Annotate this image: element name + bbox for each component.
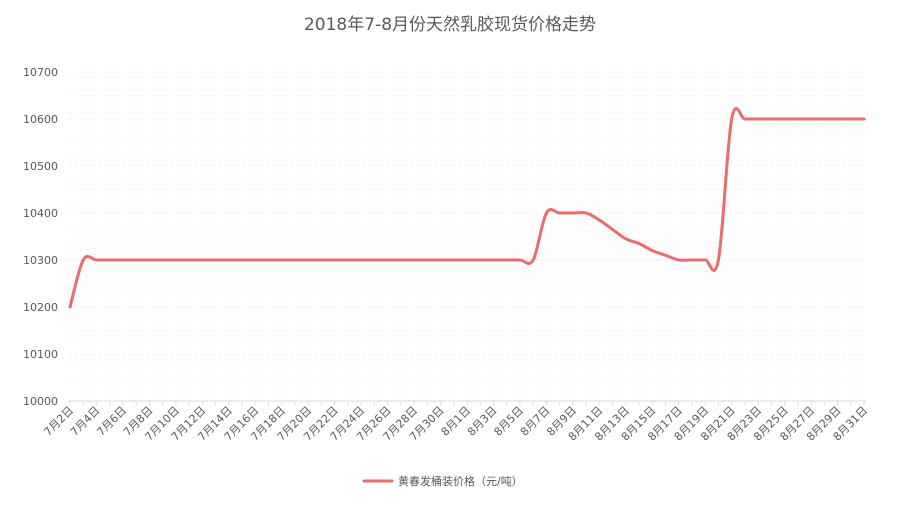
y-tick-label: 10700 <box>23 66 58 79</box>
y-tick-label: 10100 <box>23 348 58 361</box>
y-tick-label: 10000 <box>23 395 58 408</box>
series-line <box>68 107 866 309</box>
y-tick-label: 10500 <box>23 160 58 173</box>
y-tick-label: 10200 <box>23 301 58 314</box>
chart-title: 2018年7-8月份天然乳胶现货价格走势 <box>304 15 596 35</box>
y-axis: 10000 10100 10200 10300 10400 10500 10600 10700 <box>23 66 58 408</box>
legend-label: 黄春发桶装价格（元/吨） <box>398 474 523 488</box>
x-axis: 7月2日7月4日7月6日7月8日7月10日7月12日7月14日7月16日7月18… <box>41 400 870 444</box>
series-layer <box>68 107 866 309</box>
grid-lines <box>68 71 866 396</box>
legend: 黄春发桶装价格（元/吨） <box>362 474 523 488</box>
y-tick-label: 10400 <box>23 207 58 220</box>
y-tick-label: 10300 <box>23 254 58 267</box>
y-tick-label: 10600 <box>23 113 58 126</box>
